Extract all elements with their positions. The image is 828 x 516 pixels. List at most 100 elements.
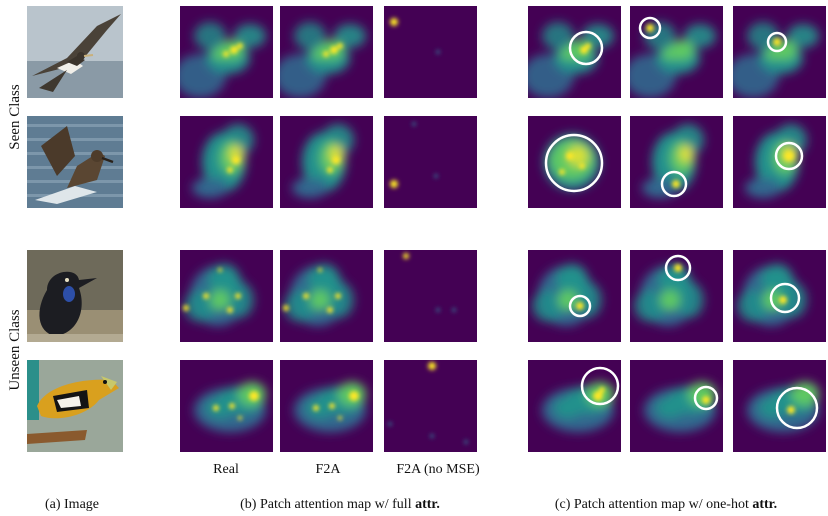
heatmap-background <box>384 6 477 98</box>
attention-peak <box>436 50 440 54</box>
attention-peak <box>223 51 229 57</box>
attention-peak <box>388 422 392 426</box>
attention-peaks <box>223 43 243 57</box>
attention-blobs <box>280 22 366 98</box>
caption-c-text: (c) Patch attention map w/ one-hot <box>554 497 753 512</box>
attention-peak <box>323 51 329 57</box>
bird-photo-seen-1 <box>27 6 123 98</box>
attention-region <box>192 178 228 198</box>
attention-peak <box>674 264 682 272</box>
attention-peak <box>434 174 438 178</box>
attention-peaks <box>773 38 781 46</box>
caption-b-text: (b) Patch attention map w/ full <box>240 497 416 512</box>
col-label-f2a: F2A <box>315 462 341 477</box>
attention-region <box>312 48 328 60</box>
attention-peak <box>452 308 456 312</box>
heatmap-onehot-unseen-2a <box>528 360 621 452</box>
attention-region <box>662 48 678 60</box>
highlight-circle <box>769 282 801 314</box>
attention-peaks <box>390 122 438 188</box>
heatmap-f2a-seen-2 <box>280 116 373 208</box>
attention-region <box>294 22 326 50</box>
attention-peaks <box>593 387 605 401</box>
highlight-circle <box>774 141 804 171</box>
heatmap-real-unseen-2 <box>180 360 273 452</box>
attention-region <box>763 290 783 310</box>
attention-peak <box>338 416 342 420</box>
heatmap-real-seen-1 <box>180 6 273 98</box>
attention-region <box>554 398 582 418</box>
attention-region <box>747 22 779 50</box>
attention-blobs <box>644 382 716 432</box>
attention-peaks <box>390 18 440 54</box>
attention-peaks <box>672 180 680 188</box>
bird-photo-unseen-1 <box>27 250 123 342</box>
attention-region <box>634 290 666 322</box>
heatmap-real-unseen-1 <box>180 250 273 342</box>
heatmap-nomse-seen-2 <box>384 116 477 208</box>
attention-peaks <box>784 151 794 161</box>
attention-peak <box>249 391 259 401</box>
attention-peak <box>318 268 322 272</box>
attention-peak <box>593 391 603 401</box>
caption-c: (c) Patch attention map w/ one-hot attr. <box>506 497 826 513</box>
attention-peak <box>787 406 795 414</box>
attention-peak <box>232 156 240 164</box>
attention-peak <box>576 302 584 310</box>
attention-region <box>558 290 578 310</box>
caption-a: (a) Image <box>44 497 100 512</box>
attention-region <box>688 382 716 406</box>
heatmap-onehot-seen-1a <box>528 6 621 98</box>
attention-peaks <box>313 391 359 420</box>
caption-b: (b) Patch attention map w/ full attr. <box>170 497 510 513</box>
attention-peak <box>218 268 222 272</box>
attention-region <box>226 282 254 318</box>
attention-blobs <box>184 264 254 326</box>
attention-peak <box>327 167 333 173</box>
attention-peak <box>237 43 243 49</box>
heatmap-nomse-seen-1 <box>384 6 477 98</box>
heatmap-onehot-seen-1c <box>733 6 826 98</box>
attention-region <box>656 398 684 418</box>
attention-peaks <box>327 156 340 173</box>
attention-peak <box>390 180 398 188</box>
heatmap-f2a-unseen-2 <box>280 360 373 452</box>
attention-peak <box>464 440 468 444</box>
attention-peaks <box>323 43 343 57</box>
highlight-circle <box>580 366 620 406</box>
attention-peaks <box>787 406 795 414</box>
heatmap-onehot-unseen-1a <box>528 250 621 342</box>
attention-region <box>206 398 234 418</box>
attention-peak <box>773 38 781 46</box>
attention-peak <box>337 43 343 49</box>
col-label-real: Real <box>213 462 239 477</box>
attention-peak <box>229 403 235 409</box>
attention-peak <box>227 307 233 313</box>
attention-peaks <box>559 152 585 175</box>
attention-peak <box>303 293 309 299</box>
attention-region <box>642 178 678 198</box>
heatmap-onehot-unseen-2c <box>733 360 826 452</box>
attention-region <box>306 398 334 418</box>
attention-peak <box>672 180 680 188</box>
heatmap-f2a-seen-1 <box>280 6 373 98</box>
attention-peak <box>238 416 242 420</box>
heatmap-onehot-seen-2b <box>630 116 723 208</box>
caption-b-bold: attr. <box>415 497 440 512</box>
attention-peak <box>430 434 434 438</box>
attention-peak <box>390 18 398 26</box>
attention-region <box>684 24 716 48</box>
attention-peak <box>203 293 209 299</box>
highlight-circle <box>660 170 688 198</box>
attention-region <box>737 290 769 322</box>
attention-peak <box>436 308 440 312</box>
attention-peak <box>403 253 409 259</box>
heatmap-onehot-seen-1b <box>630 6 723 98</box>
attention-region <box>184 290 216 322</box>
attention-peak <box>646 24 654 32</box>
attention-peak <box>559 169 565 175</box>
attention-peak <box>183 305 189 311</box>
attention-peaks <box>388 362 468 444</box>
attention-peaks <box>213 391 259 420</box>
attention-region <box>194 22 226 50</box>
